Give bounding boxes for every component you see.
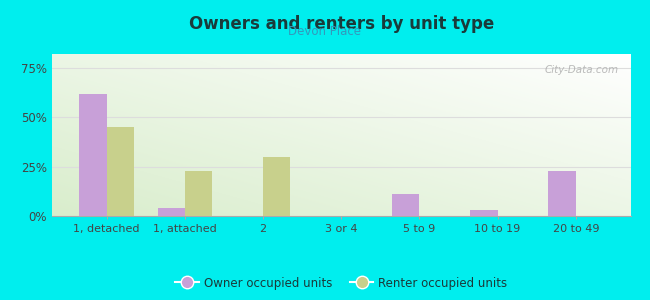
Title: Owners and renters by unit type: Owners and renters by unit type bbox=[188, 15, 494, 33]
Bar bbox=[549, 171, 576, 216]
Text: Devon Place: Devon Place bbox=[289, 25, 361, 38]
Bar bbox=[470, 210, 498, 216]
Bar bbox=[185, 171, 213, 216]
Bar bbox=[263, 157, 291, 216]
Bar bbox=[79, 94, 107, 216]
Bar bbox=[107, 127, 134, 216]
Bar bbox=[392, 194, 419, 216]
Bar bbox=[157, 208, 185, 216]
Legend: Owner occupied units, Renter occupied units: Owner occupied units, Renter occupied un… bbox=[170, 272, 512, 294]
Text: City-Data.com: City-Data.com bbox=[545, 65, 619, 75]
